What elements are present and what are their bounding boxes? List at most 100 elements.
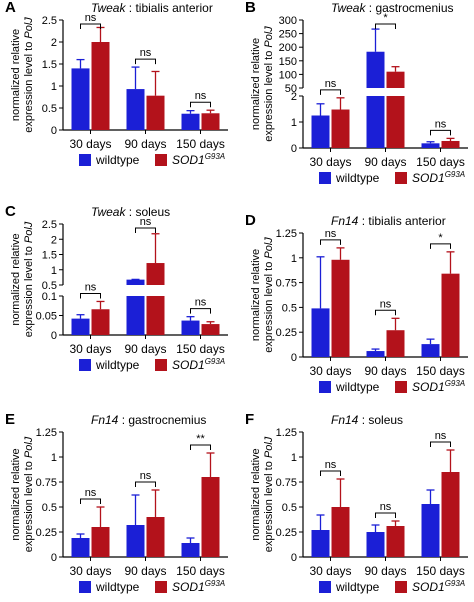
legend-series-name: wildtype xyxy=(95,153,140,167)
y-tick-label: 1 xyxy=(291,253,297,265)
chart-title-gene: Fn14 xyxy=(91,413,119,427)
y-tick-label: 0.5 xyxy=(282,502,297,514)
bar-wildtype xyxy=(181,320,200,335)
bar-wildtype xyxy=(421,344,440,357)
significance-bracket xyxy=(80,498,101,504)
significance-label: ns xyxy=(435,430,447,442)
legend-swatch-1 xyxy=(155,581,167,593)
bar-sod1 xyxy=(91,309,110,335)
x-tick-label: 150 days xyxy=(176,564,225,578)
panel-letter: B xyxy=(245,0,256,16)
legend-label-0: wildtype xyxy=(335,171,380,185)
x-tick-label: 30 days xyxy=(69,342,111,356)
significance-bracket xyxy=(375,512,396,518)
legend-series-name: SOD1 xyxy=(412,171,445,185)
chart-title-gene: Tweak xyxy=(331,1,366,15)
y-tick-label: 0.5 xyxy=(42,502,57,514)
bar-sod1 xyxy=(91,527,110,557)
significance-bracket xyxy=(190,101,211,108)
chart-title-muscle: : gastrocmenius xyxy=(365,1,453,15)
x-tick-label: 150 days xyxy=(176,342,225,356)
chart-panel-f: F Fn14 : soleus normalized relativeexpress… xyxy=(245,411,468,594)
bar-wildtype xyxy=(366,351,385,357)
y-tick-label: 0.5 xyxy=(42,103,57,115)
bar-wildtype xyxy=(71,68,90,130)
significance-label: ns xyxy=(380,501,392,513)
significance-label: ns xyxy=(325,459,337,471)
x-tick-label: 150 days xyxy=(176,137,225,151)
bar-wildtype xyxy=(311,530,330,557)
significance-label: * xyxy=(438,232,443,244)
y-axis-label: normalized relativeexpression level to P… xyxy=(10,17,35,133)
x-tick-label: 30 days xyxy=(309,564,351,578)
legend-swatch-0 xyxy=(319,581,331,593)
significance-label: ns xyxy=(85,487,97,499)
bar-wildtype xyxy=(366,96,385,148)
y-tick-label: 0 xyxy=(291,552,297,564)
significance-bracket xyxy=(320,470,341,476)
y-tick-label: 0 xyxy=(51,552,57,564)
significance-label: ns xyxy=(380,298,392,310)
bar-sod1 xyxy=(201,113,220,130)
significance-bracket xyxy=(375,309,396,316)
y-label-line-2: expression level to xyxy=(23,243,35,337)
significance-bracket xyxy=(135,58,156,65)
y-tick-label: 0.5 xyxy=(42,280,57,292)
y-tick-label: 200 xyxy=(279,42,297,54)
y-label-gene: PolJ xyxy=(23,221,35,243)
legend-swatch-1 xyxy=(155,154,167,166)
y-tick-label: 0.25 xyxy=(276,527,297,539)
chart-title: Tweak : soleus xyxy=(91,205,170,219)
significance-bracket xyxy=(430,441,451,447)
panel-letter: D xyxy=(245,212,256,229)
bar-sod1 xyxy=(441,472,460,557)
legend-swatch-1 xyxy=(395,381,407,393)
chart-panel-e: E Fn14 : gastrocnemius normalized relative… xyxy=(5,411,228,594)
y-tick-label: 150 xyxy=(279,56,297,68)
bar-sod1 xyxy=(331,259,350,357)
chart-panel-d: D Fn14 : tibialis anterior normalized rela… xyxy=(245,212,468,394)
significance-bracket xyxy=(375,23,396,29)
bar-sod1-upper xyxy=(386,71,405,88)
legend-series-name: wildtype xyxy=(335,380,380,394)
significance-bracket xyxy=(135,481,156,487)
significance-label: ns xyxy=(140,216,152,228)
legend-swatch-0 xyxy=(79,154,91,166)
y-tick-label: 0.05 xyxy=(36,311,57,323)
y-label-line-1: normalized relative xyxy=(250,38,262,130)
legend-label-1: SOD1G93A xyxy=(172,152,225,167)
bar-wildtype-upper xyxy=(366,51,385,88)
y-label-line-2: expression level to xyxy=(263,259,275,353)
y-tick-label: 250 xyxy=(279,29,297,41)
x-tick-label: 150 days xyxy=(416,155,465,169)
bar-sod1 xyxy=(201,324,220,335)
y-label-line-2: expression level to xyxy=(23,39,35,133)
bar-wildtype xyxy=(421,143,440,148)
y-label-line-1: normalized relative xyxy=(250,249,262,341)
significance-bracket xyxy=(190,444,211,450)
bar-wildtype xyxy=(311,308,330,357)
chart-panel-a: A Tweak : tibialis anterior normalized rel… xyxy=(5,0,228,167)
y-tick-label: 2.5 xyxy=(42,219,57,231)
y-tick-label: 2 xyxy=(291,91,297,103)
bar-sod1 xyxy=(441,273,460,357)
x-tick-label: 90 days xyxy=(364,564,406,578)
bar-wildtype-upper xyxy=(126,279,145,285)
legend-series-name: wildtype xyxy=(95,580,140,594)
chart-panel-b: B Tweak : gastrocmenius normalized relativ… xyxy=(245,0,468,185)
legend-swatch-1 xyxy=(395,581,407,593)
legend-label-0: wildtype xyxy=(335,380,380,394)
legend-swatch-0 xyxy=(319,172,331,184)
y-tick-label: 1.5 xyxy=(42,250,57,262)
significance-bracket xyxy=(190,308,211,314)
chart-title-muscle: : soleus xyxy=(125,205,170,219)
panel-letter: A xyxy=(5,0,16,16)
significance-label: ** xyxy=(196,433,205,445)
chart-title: Tweak : gastrocmenius xyxy=(331,1,454,15)
y-axis-label: normalized relativeexpression level to P… xyxy=(10,221,35,337)
significance-bracket xyxy=(430,129,451,136)
bar-wildtype xyxy=(126,525,145,557)
y-label-line-1: normalized relative xyxy=(10,448,22,540)
chart-title-gene: Tweak xyxy=(91,205,126,219)
y-tick-label: 0.75 xyxy=(36,477,57,489)
